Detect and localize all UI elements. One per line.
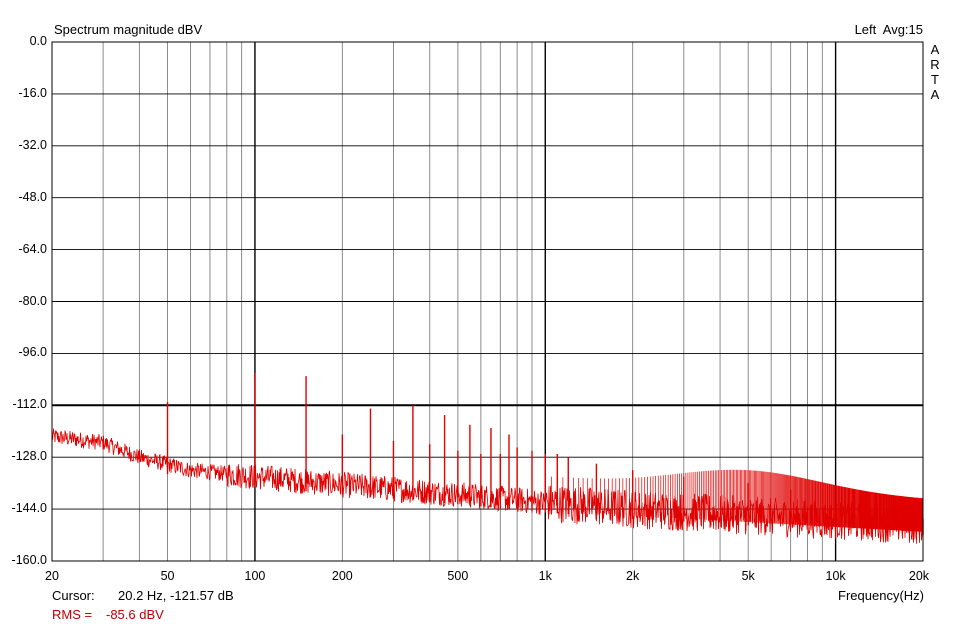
x-tick-label: 50 xyxy=(160,569,175,583)
plot-frame xyxy=(51,41,924,562)
rms-label: RMS = xyxy=(52,607,93,622)
spectrum-trace xyxy=(51,372,924,544)
noise-floor-line xyxy=(51,428,924,544)
x-tick-label: 500 xyxy=(447,569,469,583)
channel-info: Left Avg:15 xyxy=(854,22,923,37)
x-tick-label: 20k xyxy=(908,569,930,583)
x-tick-label: 20 xyxy=(45,569,59,583)
y-tick-label: -80.0 xyxy=(18,293,48,308)
x-tick-label: 200 xyxy=(331,569,353,583)
rms-readout: -85.6 dBV xyxy=(106,607,164,622)
y-tick-label: -144.0 xyxy=(11,501,47,516)
y-tick-label: -160.0 xyxy=(11,553,47,567)
cursor-readout: 20.2 Hz, -121.57 dB xyxy=(118,588,234,603)
arta-letter: R xyxy=(930,57,940,72)
arta-letter: A xyxy=(930,42,940,57)
arta-letter: T xyxy=(931,72,939,87)
y-tick-label: -16.0 xyxy=(18,85,48,100)
y-tick-label: -32.0 xyxy=(18,137,48,152)
y-tick-label: -48.0 xyxy=(18,189,48,204)
y-tick-label: -64.0 xyxy=(18,241,48,256)
chart-title: Spectrum magnitude dBV xyxy=(54,22,203,37)
y-tick-label: -112.0 xyxy=(12,397,47,412)
y-tick-label: -96.0 xyxy=(18,345,48,360)
x-tick-label: 100 xyxy=(244,569,266,583)
x-tick-label: 10k xyxy=(825,569,846,583)
x-tick-label: 5k xyxy=(741,569,755,583)
arta-letter: A xyxy=(930,87,940,102)
x-tick-label: 2k xyxy=(626,569,640,583)
y-tick-label: -128.0 xyxy=(11,449,47,464)
cursor-label: Cursor: xyxy=(52,588,95,603)
y-tick-label: 0.0 xyxy=(29,34,47,48)
x-axis-label: Frequency(Hz) xyxy=(838,588,924,603)
x-tick-label: 1k xyxy=(538,569,552,583)
